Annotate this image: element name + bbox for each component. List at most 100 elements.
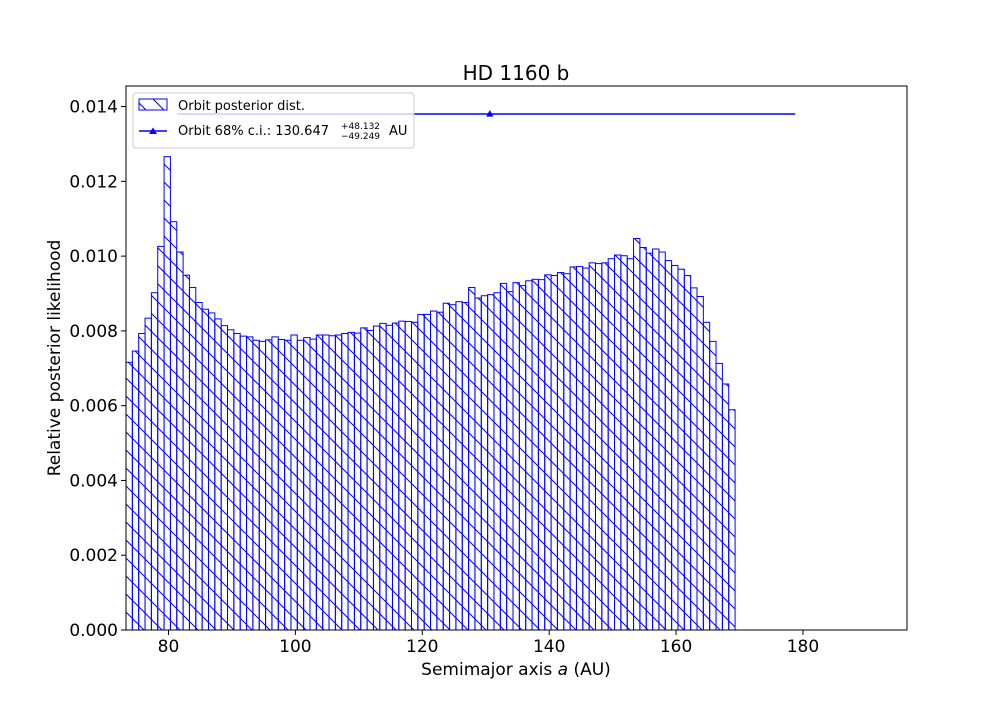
histogram-bar xyxy=(410,321,419,630)
histogram-bar xyxy=(690,287,698,630)
histogram-bar xyxy=(423,313,432,630)
histogram-bar xyxy=(721,383,730,630)
histogram-bar xyxy=(290,334,298,630)
x-tick-label: 160 xyxy=(660,637,692,657)
histogram-bar xyxy=(315,334,324,630)
histogram-bar xyxy=(480,295,489,630)
histogram-bar xyxy=(258,340,267,630)
histogram-bar xyxy=(696,295,704,630)
histogram-bar xyxy=(506,291,514,630)
histogram-bar xyxy=(671,264,679,630)
histogram-bar xyxy=(220,325,229,630)
y-tick-label: 0.006 xyxy=(69,397,118,417)
y-axis-ticks: 0.000 0.002 0.004 0.006 0.008 0.010 0.012 0.014 xyxy=(69,98,126,641)
histogram-bar xyxy=(702,321,711,630)
y-tick-label: 0.008 xyxy=(69,322,118,342)
legend-hist-label: Orbit posterior dist. xyxy=(178,99,305,114)
histogram-bar xyxy=(214,318,222,630)
histogram-bar xyxy=(131,350,140,630)
histogram-bar xyxy=(556,272,565,630)
histogram-bar xyxy=(144,317,152,630)
x-tick-label: 120 xyxy=(406,637,438,657)
histogram-bar xyxy=(677,268,685,630)
histogram-bar xyxy=(614,254,622,630)
y-tick-label: 0.000 xyxy=(69,621,118,641)
histogram-bar xyxy=(385,324,393,630)
histogram-bars xyxy=(126,156,736,630)
legend: Orbit posterior dist. Orbit 68% c.i.: 13… xyxy=(132,92,415,149)
histogram-bar xyxy=(537,279,546,630)
histogram-bar xyxy=(525,280,533,630)
histogram-bar xyxy=(430,310,438,630)
histogram-bar xyxy=(347,331,355,630)
histogram-bar xyxy=(487,294,495,630)
histogram-bar xyxy=(569,266,577,630)
histogram-bar xyxy=(391,322,400,630)
y-tick-label: 0.014 xyxy=(69,98,118,118)
y-tick-label: 0.002 xyxy=(69,546,118,566)
histogram-bar xyxy=(265,339,273,630)
legend-ci-minus: −49.249 xyxy=(341,132,380,142)
x-tick-label: 180 xyxy=(787,637,819,657)
histogram-bar xyxy=(652,248,660,630)
histogram-bar xyxy=(436,311,444,630)
histogram-bar xyxy=(252,339,260,630)
x-axis-ticks: 80 100 120 140 160 180 xyxy=(158,630,819,657)
histogram-bar xyxy=(379,322,387,630)
histogram-bar xyxy=(296,339,305,630)
y-tick-label: 0.004 xyxy=(69,471,118,491)
histogram-bar xyxy=(474,297,482,630)
histogram-bar xyxy=(493,292,501,630)
legend-ci-plus: +48.132 xyxy=(341,122,380,132)
histogram-bar xyxy=(360,327,368,630)
histogram-bar xyxy=(455,301,463,630)
histogram-bar xyxy=(322,334,330,630)
histogram-bar xyxy=(277,338,286,630)
histogram-bar xyxy=(518,285,527,630)
histogram-bar xyxy=(575,266,584,630)
histogram-bar xyxy=(404,321,412,630)
ci-median-marker xyxy=(486,110,494,117)
y-axis-label: Relative posterior likelihood xyxy=(45,240,65,477)
histogram-bar xyxy=(188,287,197,630)
histogram-bar xyxy=(353,332,362,630)
histogram-bar xyxy=(512,282,520,630)
histogram-bar xyxy=(182,274,190,630)
histogram-bar xyxy=(334,334,343,630)
x-tick-label: 140 xyxy=(533,637,565,657)
histogram-bar xyxy=(461,301,470,630)
histogram-bar xyxy=(683,275,692,630)
histogram-bar xyxy=(531,278,539,630)
chart-title: HD 1160 b xyxy=(463,61,570,85)
histogram-bar xyxy=(417,313,425,630)
histogram-bar xyxy=(284,339,292,630)
histogram-bar xyxy=(309,338,317,630)
histogram-bar xyxy=(588,262,596,630)
histogram-bar xyxy=(150,292,159,630)
histogram-bar xyxy=(607,258,616,630)
histogram-bar xyxy=(303,337,311,630)
histogram-bar xyxy=(227,329,235,630)
histogram-bar xyxy=(398,320,406,630)
histogram-bar xyxy=(639,247,647,630)
histogram-bar xyxy=(645,252,654,630)
y-tick-label: 0.010 xyxy=(69,247,118,267)
histogram-bar xyxy=(499,282,508,630)
histogram-bar xyxy=(246,336,254,630)
histogram-bar xyxy=(239,335,248,630)
histogram-bar xyxy=(563,273,571,630)
x-tick-label: 80 xyxy=(158,637,180,657)
histogram-bar xyxy=(715,362,723,630)
legend-ci-marker-icon xyxy=(149,127,157,134)
histogram-bar xyxy=(195,301,203,630)
x-axis-label: Semimajor axis a (AU) xyxy=(421,660,611,680)
histogram-bar xyxy=(328,335,336,630)
histogram-bar xyxy=(449,304,457,630)
histogram-bar xyxy=(468,287,476,630)
histogram-bar xyxy=(709,340,717,630)
x-tick-label: 100 xyxy=(279,637,311,657)
histogram-bar xyxy=(138,333,146,630)
histogram-bar xyxy=(201,308,209,630)
histogram-bar xyxy=(366,330,374,630)
